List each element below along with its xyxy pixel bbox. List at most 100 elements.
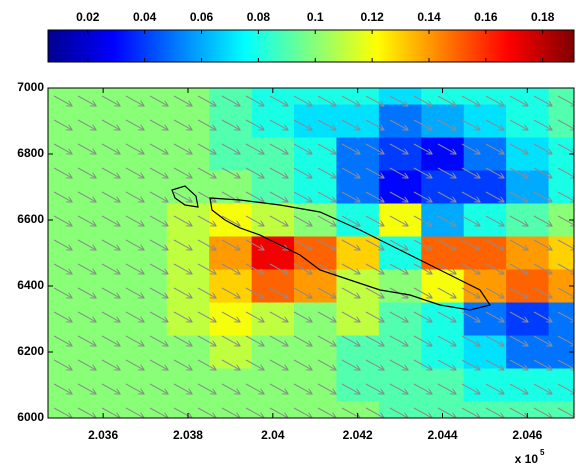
- heat-cell: [378, 368, 422, 402]
- heat-cell: [209, 137, 253, 171]
- heat-cell: [378, 269, 422, 303]
- quiver-arrow: [245, 335, 264, 346]
- quiver-arrow: [341, 143, 360, 154]
- x-tick-label: 2.044: [427, 428, 457, 442]
- heat-cell: [124, 137, 168, 171]
- quiver-arrow: [77, 359, 96, 370]
- quiver-arrow: [341, 95, 360, 106]
- quiver-arrow: [317, 143, 336, 154]
- quiver-arrow: [173, 95, 192, 106]
- plot-frame: [47, 87, 575, 419]
- quiver-arrow: [101, 215, 120, 226]
- quiver-arrow: [269, 191, 288, 202]
- quiver-arrow: [413, 263, 432, 274]
- heat-cell: [209, 302, 253, 336]
- x-tick-label: 2.04: [261, 428, 285, 442]
- quiver-arrow: [197, 359, 216, 370]
- quiver-arrow: [413, 215, 432, 226]
- heat-cell: [506, 401, 550, 418]
- heat-cell: [48, 335, 83, 369]
- x-tick-label: 2.042: [343, 428, 373, 442]
- quiver: [53, 95, 574, 418]
- heat-cell: [251, 137, 295, 171]
- quiver-arrow: [533, 143, 552, 154]
- quiver-arrow: [413, 359, 432, 370]
- quiver-arrow: [53, 407, 72, 418]
- heat-cell: [166, 203, 210, 237]
- heat-cell: [48, 203, 83, 237]
- quiver-arrow: [221, 263, 240, 274]
- quiver-arrow: [557, 167, 574, 178]
- quiver-arrow: [557, 359, 574, 370]
- quiver-arrow: [509, 119, 528, 130]
- heat-cell: [251, 269, 295, 303]
- heat-cell: [378, 88, 422, 105]
- quiver-arrow: [245, 191, 264, 202]
- heat-cell: [124, 335, 168, 369]
- heat-cell: [463, 104, 507, 138]
- quiver-arrow: [437, 287, 456, 298]
- quiver-arrow: [533, 407, 552, 418]
- quiver-arrow: [533, 95, 552, 106]
- heat-cell: [294, 236, 337, 270]
- heat-cell: [463, 203, 507, 237]
- heat-cell: [81, 137, 125, 171]
- quiver-arrow: [461, 383, 480, 394]
- heat-cell: [421, 236, 465, 270]
- heat-cell: [166, 236, 210, 270]
- quiver-arrow: [221, 239, 240, 250]
- quiver-arrow: [413, 167, 432, 178]
- quiver-arrow: [173, 239, 192, 250]
- quiver-arrow: [53, 359, 72, 370]
- quiver-arrow: [53, 119, 72, 130]
- quiver-arrow: [293, 239, 312, 250]
- quiver-arrow: [197, 335, 216, 346]
- quiver-arrow: [509, 263, 528, 274]
- quiver-arrow: [125, 215, 144, 226]
- quiver-arrow: [149, 263, 168, 274]
- quiver-arrow: [389, 263, 408, 274]
- quiver-arrow: [197, 143, 216, 154]
- quiver-arrow: [125, 191, 144, 202]
- quiver-arrow: [245, 359, 264, 370]
- quiver-arrow: [245, 383, 264, 394]
- quiver-arrow: [533, 287, 552, 298]
- quiver-arrow: [149, 383, 168, 394]
- quiver-arrow: [269, 119, 288, 130]
- quiver-arrow: [197, 407, 216, 418]
- heat-cell: [124, 104, 168, 138]
- quiver-arrow: [557, 407, 574, 418]
- quiver-arrow: [101, 119, 120, 130]
- quiver-arrow: [101, 263, 120, 274]
- quiver-arrow: [389, 191, 408, 202]
- heat-cell: [421, 335, 465, 369]
- quiver-arrow: [317, 287, 336, 298]
- quiver-arrow: [437, 95, 456, 106]
- quiver-arrow: [341, 263, 360, 274]
- quiver-arrow: [269, 287, 288, 298]
- quiver-arrow: [149, 119, 168, 130]
- heat-cell: [294, 269, 337, 303]
- quiver-arrow: [221, 359, 240, 370]
- quiver-arrow: [365, 95, 384, 106]
- islet: [171, 185, 199, 208]
- quiver-arrow: [365, 407, 384, 418]
- quiver-arrow: [461, 407, 480, 418]
- quiver-arrow: [533, 311, 552, 322]
- quiver-arrow: [341, 407, 360, 418]
- quiver-arrow: [533, 215, 552, 226]
- quiver-arrow: [149, 287, 168, 298]
- colorbar-tick-label: 0.18: [531, 10, 555, 24]
- quiver-arrow: [413, 143, 432, 154]
- quiver-arrow: [149, 191, 168, 202]
- y-tick-label: 6400: [17, 278, 44, 292]
- heat-cell: [378, 203, 422, 237]
- quiver-arrow: [197, 263, 216, 274]
- quiver-arrow: [101, 383, 120, 394]
- quiver-arrow: [341, 167, 360, 178]
- quiver-arrow: [389, 359, 408, 370]
- quiver-arrow: [437, 311, 456, 322]
- heat-cell: [548, 236, 574, 270]
- colorbar-tick-label: 0.14: [417, 10, 441, 24]
- quiver-arrow: [245, 143, 264, 154]
